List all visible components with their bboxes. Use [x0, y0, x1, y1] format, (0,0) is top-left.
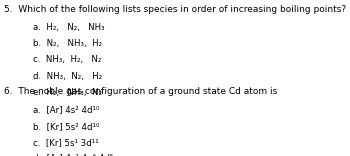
Text: c.  NH₃,  H₂,   N₂: c. NH₃, H₂, N₂ [33, 55, 101, 64]
Text: d.  [Ar] 4s¹ 4p⁶ 4d⁵: d. [Ar] 4s¹ 4p⁶ 4d⁵ [33, 154, 113, 156]
Text: 5.  Which of the following lists species in order of increasing boiling points?: 5. Which of the following lists species … [4, 5, 346, 15]
Text: a.  H₂,   N₂,   NH₃: a. H₂, N₂, NH₃ [33, 23, 105, 32]
Text: b.  N₂,   NH₃,  H₂: b. N₂, NH₃, H₂ [33, 39, 102, 48]
Text: e.  H₂,   NH₃,  N₂: e. H₂, NH₃, N₂ [33, 88, 102, 97]
Text: a.  [Ar] 4s² 4d¹⁰: a. [Ar] 4s² 4d¹⁰ [33, 105, 100, 114]
Text: b.  [Kr] 5s² 4d¹⁰: b. [Kr] 5s² 4d¹⁰ [33, 122, 100, 131]
Text: c.  [Kr] 5s¹ 3d¹¹: c. [Kr] 5s¹ 3d¹¹ [33, 138, 99, 147]
Text: d.  NH₃,  N₂,   H₂: d. NH₃, N₂, H₂ [33, 72, 102, 81]
Text: 6.  The noble gas configuration of a ground state Cd atom is: 6. The noble gas configuration of a grou… [4, 87, 278, 96]
